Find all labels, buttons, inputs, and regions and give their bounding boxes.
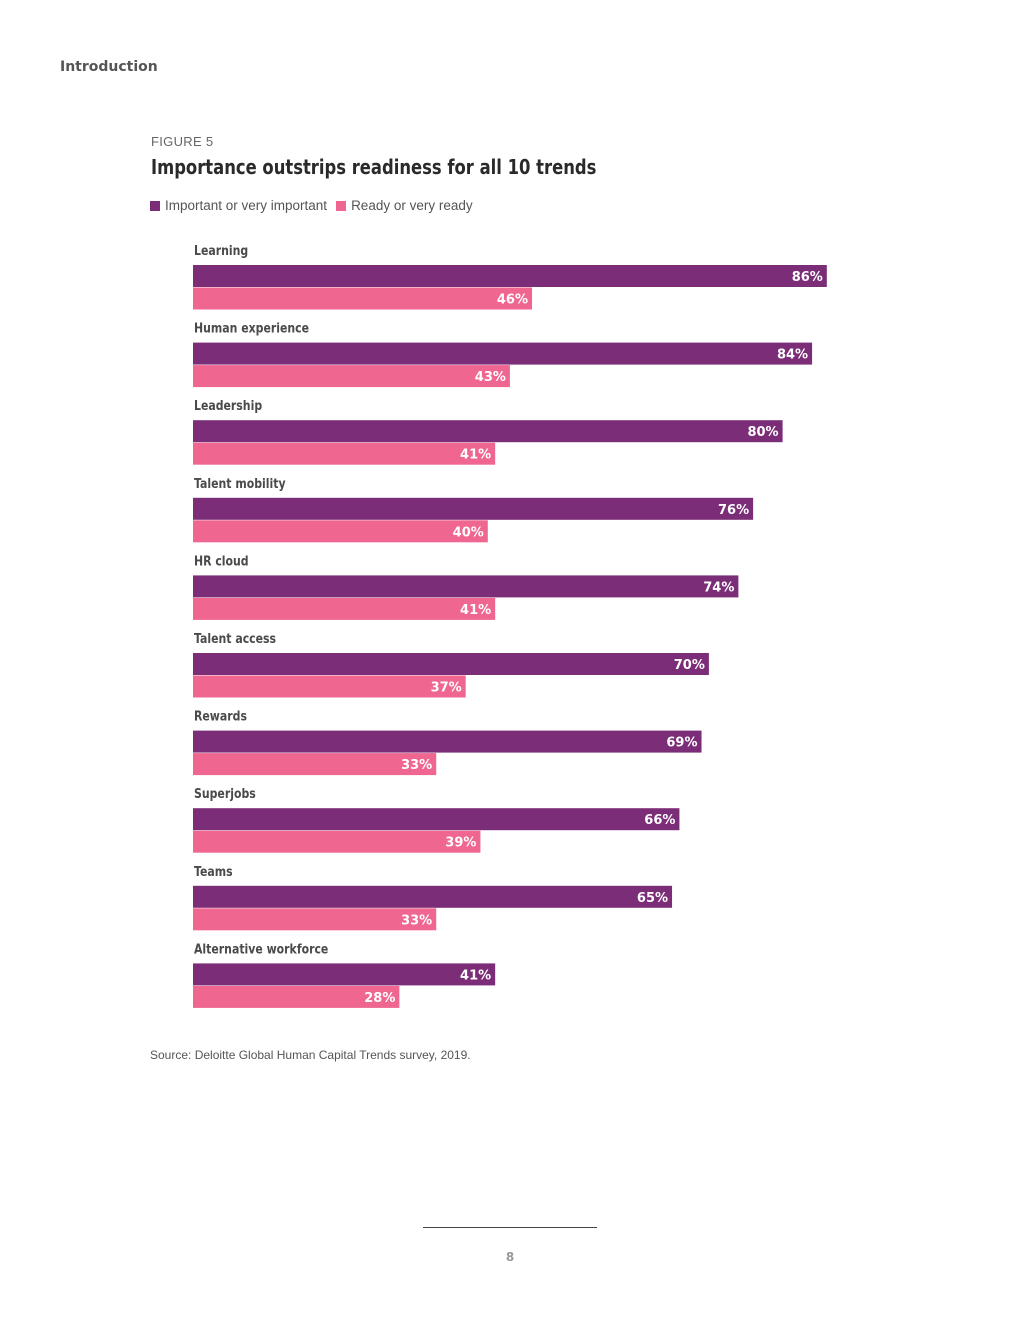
data-label-rewards-important: 69% xyxy=(666,736,697,751)
data-label-talent-access-important: 70% xyxy=(674,658,705,673)
bar-teams-ready xyxy=(193,908,437,931)
data-label-teams-ready: 33% xyxy=(401,913,432,928)
legend-item-ready: Ready or very ready xyxy=(336,198,473,213)
bar-leadership-ready xyxy=(193,442,496,465)
chart-title: Importance outstrips readiness for all 1… xyxy=(151,155,597,179)
bar-hr-cloud-important xyxy=(193,575,739,598)
data-label-human-experience-important: 84% xyxy=(777,348,808,363)
legend-label-important: Important or very important xyxy=(165,198,328,213)
data-label-hr-cloud-important: 74% xyxy=(703,580,734,595)
figure-label: FIGURE 5 xyxy=(151,134,214,149)
category-label-rewards: Rewards xyxy=(194,709,247,724)
data-label-talent-mobility-important: 76% xyxy=(718,503,749,518)
data-label-superjobs-ready: 39% xyxy=(445,836,476,851)
bar-talent-mobility-ready xyxy=(193,520,488,543)
bar-alternative-workforce-important xyxy=(193,963,496,986)
data-label-talent-access-ready: 37% xyxy=(431,681,462,696)
bar-talent-access-ready xyxy=(193,675,466,698)
data-label-leadership-ready: 41% xyxy=(460,448,491,463)
data-label-talent-mobility-ready: 40% xyxy=(453,525,484,540)
category-label-leadership: Leadership xyxy=(194,398,263,413)
bar-human-experience-ready xyxy=(193,365,510,388)
bar-superjobs-important xyxy=(193,808,680,831)
source-note: Source: Deloitte Global Human Capital Tr… xyxy=(150,1048,471,1062)
page-number: 8 xyxy=(505,1250,515,1264)
category-label-superjobs: Superjobs xyxy=(194,786,256,801)
category-label-talent-access: Talent access xyxy=(194,631,276,646)
category-label-teams: Teams xyxy=(194,864,233,879)
data-label-leadership-important: 80% xyxy=(747,425,778,440)
category-label-hr-cloud: HR cloud xyxy=(194,553,249,568)
bar-talent-access-important xyxy=(193,653,709,675)
data-label-hr-cloud-ready: 41% xyxy=(460,603,491,618)
category-label-alternative-workforce: Alternative workforce xyxy=(194,941,328,956)
bar-alternative-workforce-ready xyxy=(193,985,400,1008)
data-label-human-experience-ready: 43% xyxy=(475,370,506,385)
data-label-superjobs-important: 66% xyxy=(644,813,675,828)
data-label-learning-ready: 46% xyxy=(497,293,528,308)
bar-learning-ready xyxy=(193,287,533,310)
bar-hr-cloud-ready xyxy=(193,597,496,620)
bar-talent-mobility-important xyxy=(193,497,754,520)
chart-legend: Important or very important Ready or ver… xyxy=(150,198,482,213)
bar-learning-important xyxy=(193,265,827,287)
bar-leadership-important xyxy=(193,420,783,443)
legend-swatch-ready xyxy=(336,200,347,211)
bar-rewards-ready xyxy=(193,753,437,776)
bar-teams-important xyxy=(193,885,673,908)
data-label-rewards-ready: 33% xyxy=(401,758,432,773)
bar-rewards-important xyxy=(193,730,702,753)
legend-swatch-important xyxy=(150,200,160,211)
category-label-talent-mobility: Talent mobility xyxy=(194,476,286,491)
data-label-learning-important: 86% xyxy=(792,270,823,285)
bar-superjobs-ready xyxy=(193,830,481,853)
category-label-human-experience: Human experience xyxy=(194,321,309,336)
legend-item-important: Important or very important xyxy=(150,198,327,213)
category-label-learning: Learning xyxy=(194,243,248,258)
section-label: Introduction xyxy=(60,59,158,75)
data-label-alternative-workforce-important: 41% xyxy=(460,968,491,983)
data-label-teams-important: 65% xyxy=(637,891,668,906)
bar-human-experience-important xyxy=(193,342,813,365)
legend-label-ready: Ready or very ready xyxy=(351,198,473,213)
data-label-alternative-workforce-ready: 28% xyxy=(364,991,395,1006)
footer-divider xyxy=(423,1227,597,1228)
